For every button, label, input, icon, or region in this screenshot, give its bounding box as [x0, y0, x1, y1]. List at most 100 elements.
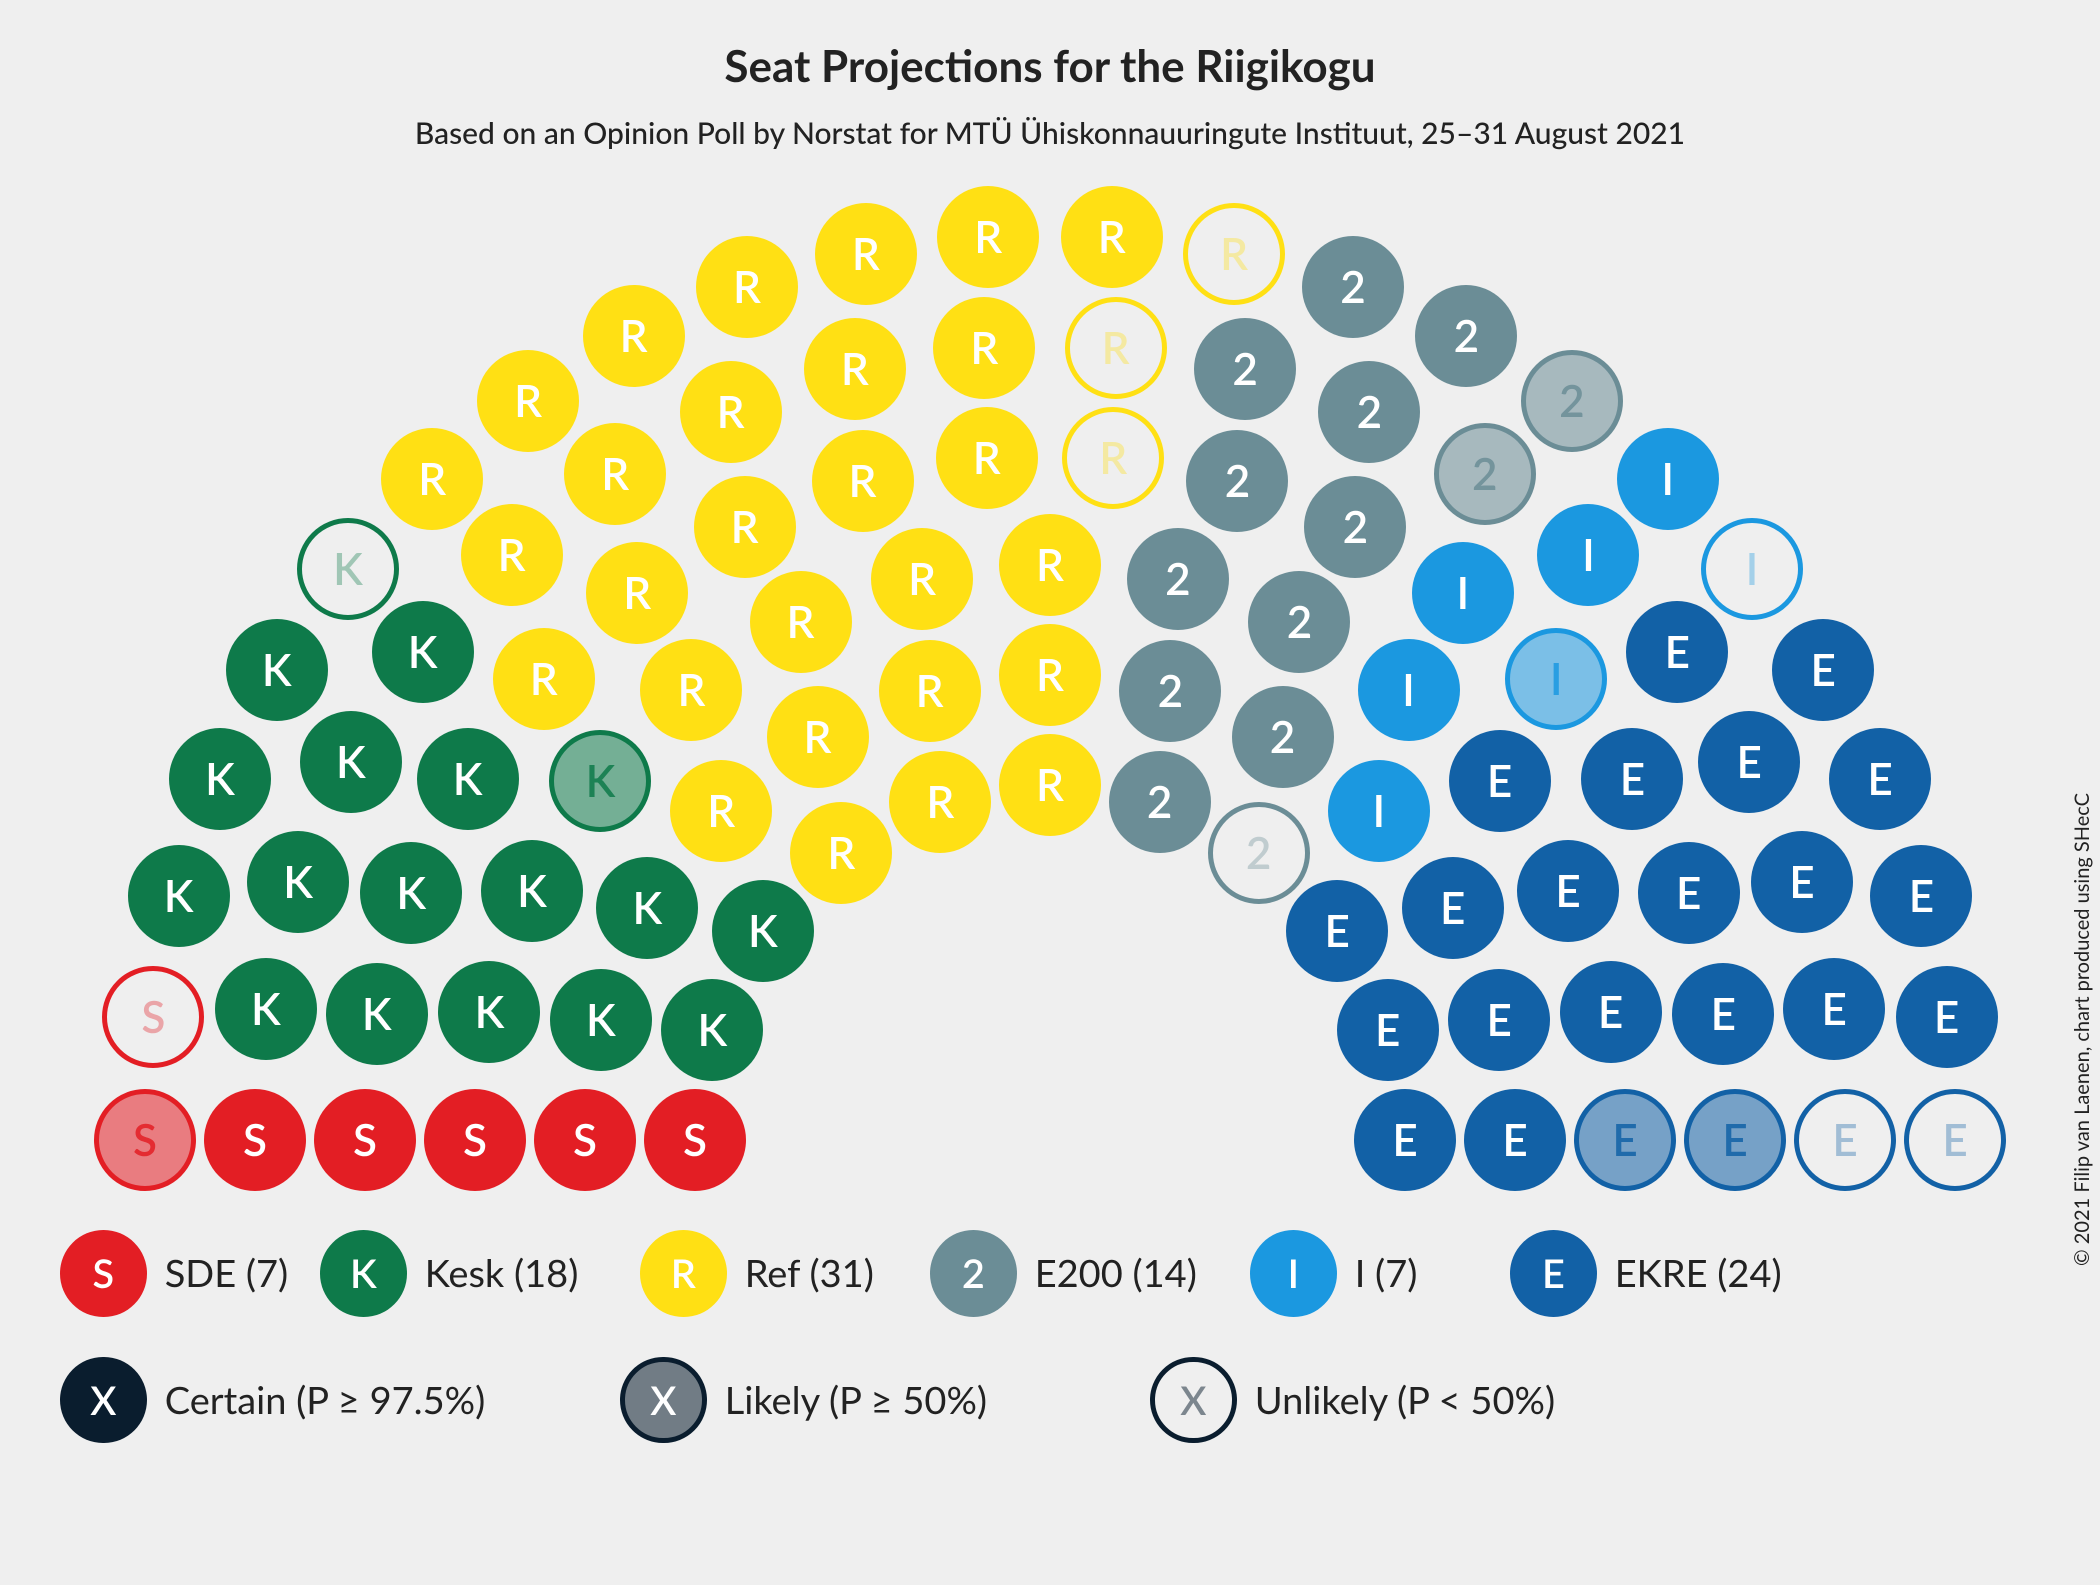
seat: 2 [1186, 430, 1288, 532]
seat-label: E [1867, 753, 1892, 805]
seat-label: 2 [1225, 455, 1251, 507]
legend-confidence-label: Likely (P ≥ 50%) [725, 1377, 987, 1423]
seat: I [1358, 639, 1460, 741]
legend-party-label: SDE (7) [165, 1250, 289, 1296]
seat: R [696, 236, 798, 338]
seat-label: R [804, 711, 832, 763]
seat-label: I [1550, 653, 1563, 705]
hemicycle: SSSSSSSKKKKKKKKKKKKKKKKKKRRRRRRRRRRRRRRR… [40, 200, 2060, 1170]
seat-label: K [396, 867, 426, 919]
chart-subtitle: Based on an Opinion Poll by Norstat for … [0, 115, 2100, 151]
seat: R [1061, 186, 1163, 288]
seat: K [297, 518, 399, 620]
seat-label: 2 [1232, 343, 1258, 395]
seat: K [128, 845, 230, 947]
seat: R [680, 361, 782, 463]
chart-page: Seat Projections for the Riigikogu Based… [0, 0, 2100, 1585]
seat: R [670, 760, 772, 862]
seat-label: E [1676, 867, 1701, 919]
seat-label: 2 [1287, 596, 1313, 648]
seat-label: E [1934, 991, 1959, 1043]
seat-label: E [1665, 626, 1690, 678]
seat-label: I [1746, 543, 1759, 595]
seat: 2 [1304, 476, 1406, 578]
legend-party-label: Ref (31) [745, 1250, 874, 1296]
seat-label: K [453, 753, 483, 805]
seat-label: R [1036, 649, 1064, 701]
seat-label: 2 [1472, 448, 1498, 500]
seat: R [586, 542, 688, 644]
seat-label: R [418, 453, 446, 505]
legend-party-item: II (7) [1250, 1230, 1510, 1317]
seat-label: E [1711, 988, 1736, 1040]
legend-party-label: EKRE (24) [1615, 1250, 1782, 1296]
legend-party-swatch: E [1510, 1230, 1597, 1317]
seat: I [1412, 542, 1514, 644]
seat: S [94, 1089, 196, 1191]
seat: 2 [1434, 423, 1536, 525]
seat-label: R [970, 322, 998, 374]
seat-label: R [717, 386, 745, 438]
seat: R [999, 624, 1101, 726]
seat: E [1560, 961, 1662, 1063]
seat-label: R [1098, 211, 1126, 263]
seat-label: 2 [1270, 711, 1296, 763]
seat: R [1062, 407, 1164, 509]
seat: S [644, 1089, 746, 1191]
seat-label: K [362, 988, 392, 1040]
legend-party-swatch: 2 [930, 1230, 1017, 1317]
seat: E [1904, 1089, 2006, 1191]
legend-party-item: E EKRE (24) [1510, 1230, 1830, 1317]
seat-label: E [1598, 986, 1623, 1038]
seat: E [1772, 619, 1874, 721]
seat-label: I [1456, 567, 1469, 619]
seat-label: K [408, 626, 438, 678]
seat: E [1517, 840, 1619, 942]
seat-label: E [1555, 865, 1580, 917]
seat: R [381, 428, 483, 530]
seat: E [1402, 857, 1504, 959]
seat: R [790, 802, 892, 904]
seat-label: R [514, 375, 542, 427]
seat: E [1337, 979, 1439, 1081]
seat: K [326, 963, 428, 1065]
seat: S [314, 1089, 416, 1191]
seat-label: R [827, 827, 855, 879]
seat-label: 2 [1559, 375, 1585, 427]
legend-party-label: E200 (14) [1035, 1250, 1197, 1296]
seat-label: R [973, 432, 1001, 484]
seat: 2 [1248, 571, 1350, 673]
seat-label: R [678, 664, 706, 716]
seat: E [1574, 1089, 1676, 1191]
seat: E [1286, 880, 1388, 982]
seat: R [694, 476, 796, 578]
seat: E [1354, 1089, 1456, 1191]
seat-label: K [748, 905, 778, 957]
seat-label: E [1375, 1004, 1400, 1056]
seat-label: E [1821, 983, 1846, 1035]
seat-label: K [586, 994, 616, 1046]
seat: K [596, 857, 698, 959]
seat-label: R [733, 261, 761, 313]
seat: R [879, 640, 981, 742]
seat: 2 [1127, 528, 1229, 630]
seat: I [1505, 628, 1607, 730]
seat: I [1701, 518, 1803, 620]
seat-label: E [1722, 1114, 1747, 1166]
seat: R [999, 734, 1101, 836]
seat-label: 2 [1454, 310, 1480, 362]
seat-label: R [1036, 759, 1064, 811]
seat: S [534, 1089, 636, 1191]
seat-label: R [530, 653, 558, 705]
seat-label: E [1832, 1114, 1857, 1166]
seat-label: E [1440, 882, 1465, 934]
seat-label: K [251, 983, 281, 1035]
seat-label: R [787, 596, 815, 648]
seat: E [1638, 842, 1740, 944]
seat-label: R [974, 211, 1002, 263]
seat-label: 2 [1246, 827, 1272, 879]
seat-label: R [731, 501, 759, 553]
seat: R [933, 297, 1035, 399]
seat-label: 2 [1165, 553, 1191, 605]
seat: S [102, 966, 204, 1068]
